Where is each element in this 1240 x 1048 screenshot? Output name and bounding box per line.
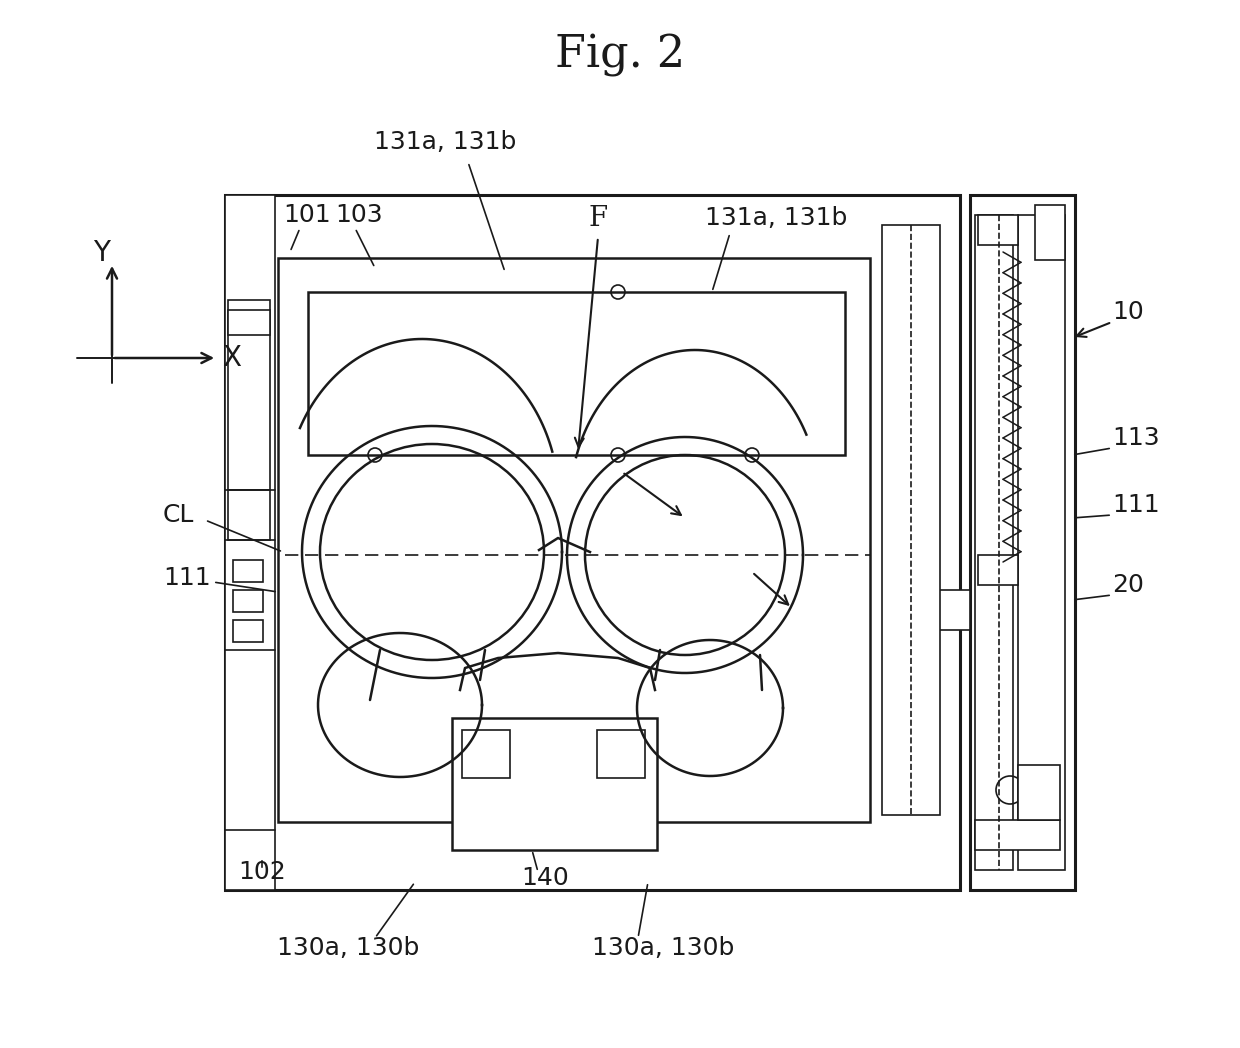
Text: Fig. 2: Fig. 2 [556, 34, 684, 77]
Bar [1018, 215, 1065, 870]
Bar [882, 225, 940, 815]
Bar [228, 300, 270, 490]
Bar [233, 560, 263, 582]
Bar [224, 195, 275, 890]
Text: F: F [589, 204, 608, 232]
Bar [228, 310, 270, 335]
Bar [1035, 205, 1065, 260]
Bar [596, 730, 645, 778]
Bar [453, 718, 657, 850]
Bar [975, 820, 1060, 850]
Text: 102: 102 [238, 860, 285, 885]
Bar [233, 590, 263, 612]
Bar [278, 258, 870, 822]
Bar [970, 195, 1075, 890]
Text: 113: 113 [1112, 425, 1159, 450]
Text: 131a, 131b: 131a, 131b [706, 206, 847, 230]
Text: CL: CL [162, 503, 195, 527]
Text: 130a, 130b: 130a, 130b [277, 936, 419, 960]
Bar [978, 555, 1018, 585]
Bar [975, 215, 1013, 870]
Text: Y: Y [93, 239, 110, 267]
Bar [900, 601, 935, 623]
Text: X: X [222, 344, 241, 372]
Text: 103: 103 [335, 203, 383, 227]
Bar [900, 590, 970, 630]
Bar [978, 215, 1018, 245]
Bar [308, 292, 844, 455]
Text: 130a, 130b: 130a, 130b [591, 936, 734, 960]
Text: 131a, 131b: 131a, 131b [373, 130, 516, 154]
Bar [228, 490, 270, 540]
Bar [233, 620, 263, 642]
Text: 140: 140 [521, 866, 569, 890]
Text: 10: 10 [1112, 300, 1143, 324]
Text: 111: 111 [162, 566, 211, 590]
Text: 111: 111 [1112, 493, 1159, 517]
Bar [463, 730, 510, 778]
Text: 20: 20 [1112, 573, 1143, 597]
Text: 101: 101 [283, 203, 331, 227]
Bar [224, 195, 960, 890]
Bar [1018, 765, 1060, 820]
